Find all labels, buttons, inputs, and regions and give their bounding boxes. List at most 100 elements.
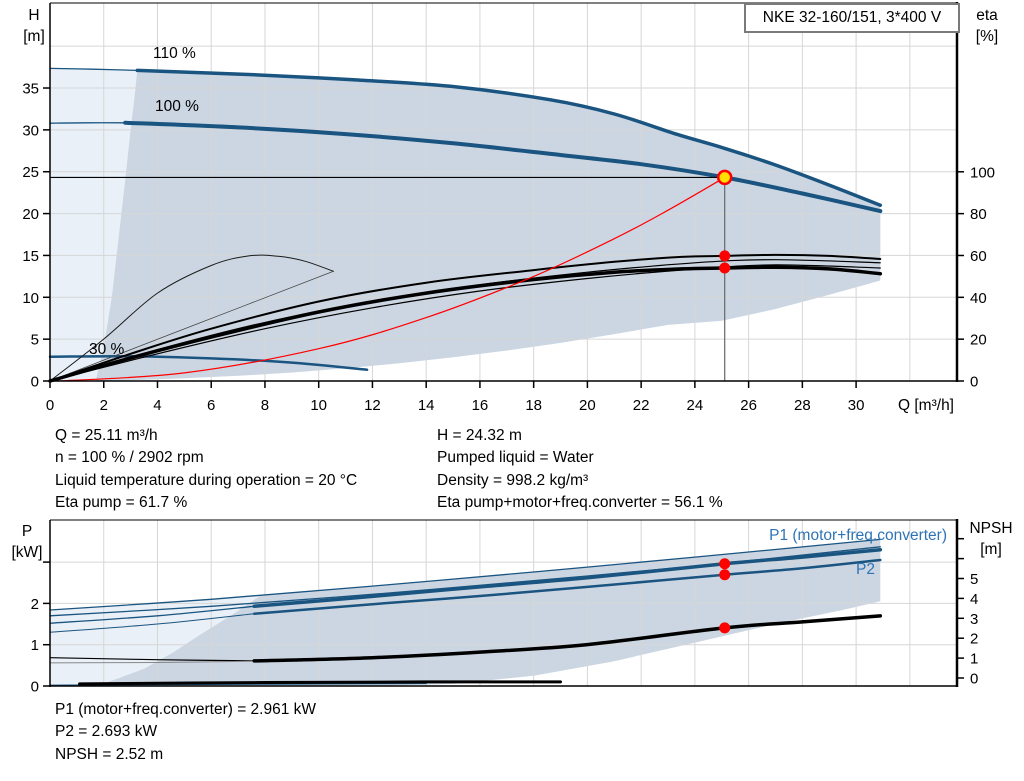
left-tick-label: 15 [22,248,39,265]
x-tick-label: 30 [848,397,865,414]
left-tick-label: 0 [31,679,39,696]
left-tick-label: 20 [22,206,39,223]
q-axis-title: Q [m³/h] [898,397,954,414]
right-tick-label: 1 [970,651,978,668]
eta-pump-point [719,250,731,262]
p-axis-title-line1: P [21,523,33,540]
x-tick-label: 28 [794,397,811,414]
left-tick-label: 0 [31,374,39,391]
x-tick-label: 0 [46,397,54,414]
right-tick-label: 100 [970,164,995,181]
info-pumped-liquid: Pumped liquid = Water [437,449,594,467]
eta-pump-curve [49,253,882,382]
power-envelope-dark [95,539,881,686]
power-info: P1 (motor+freq.converter) = 2.961 kW P2 … [55,699,316,766]
eta-total-curve [48,265,883,383]
left-tick-label: 10 [22,290,39,307]
p-axis-title: P [kW] [6,521,48,563]
info-npsh: NPSH = 2.52 m [55,745,164,763]
info-p2: P2 = 2.693 kW [55,723,158,741]
left-tick-label: 1 [31,637,39,654]
info-h: H = 24.32 m [437,427,522,444]
right-tick-label: 80 [970,206,987,223]
x-tick-label: 10 [310,397,327,414]
right-tick-label: 5 [970,571,978,588]
p2-point [719,569,731,581]
x-tick-label: 6 [207,397,215,414]
pump-title: NKE 32-160/151, 3*400 V [762,9,942,26]
npsh-axis-title: NPSH [m] [960,518,1022,560]
right-tick-label: 40 [970,290,987,307]
npsh-curve-ext-gray [49,660,255,664]
speed-100-label: 100 % [155,98,199,115]
speed-110-label: 110 % [153,45,196,62]
left-tick-label: 35 [22,81,39,98]
left-tick-label: 25 [22,164,39,181]
right-tick-label: 60 [970,248,987,265]
duty-point [716,169,733,186]
p1-point [719,558,731,570]
envelope-dark [95,70,881,382]
eta-axis-title-line1: eta [976,7,998,24]
eta-axis-title: eta [%] [962,5,1012,47]
right-tick-label: 3 [970,611,978,628]
p1-curve-label: P1 (motor+freq.converter) [769,527,947,544]
right-tick-label: 20 [970,332,987,349]
info-eta-pump: Eta pump = 61.7 % [55,493,188,511]
x-tick-label: 22 [633,397,650,414]
p1-curve [252,547,883,609]
x-tick-label: 2 [100,397,108,414]
x-tick-label: 20 [579,397,596,414]
duty-info-right: H = 24.32 m Pumped liquid = Water Densit… [437,425,723,514]
right-tick-label: 0 [970,374,978,391]
x-tick-label: 26 [740,397,757,414]
eta-bundle-2 [49,264,881,382]
info-eta-total: Eta pump+motor+freq.converter = 56.1 % [437,493,723,511]
npsh-curve [252,614,883,663]
right-tick-label: 2 [970,631,978,648]
x-tick-label: 8 [261,397,269,414]
npsh-axis-title-line1: NPSH [969,520,1013,537]
x-tick-label: 12 [364,397,381,414]
x-tick-label: 18 [525,397,542,414]
x-tick-label: 14 [418,397,435,414]
curve-100 [123,120,883,214]
p-30-curve [78,680,562,686]
p1-curve-ext [49,605,255,624]
info-density: Density = 998.2 kg/m³ [437,471,589,489]
curve-110-ext [49,67,138,72]
eta-total-point [719,262,731,274]
npsh-point [719,622,731,634]
p2-curve [252,558,882,615]
h-axis-title: H [m] [16,5,52,47]
p1-110-curve [49,538,881,611]
x-tick-label: 16 [472,397,489,414]
x-tick-label: 4 [153,397,161,414]
npsh-axis-title-line2: [m] [980,541,1002,558]
left-tick-label: 5 [31,332,39,349]
p2-curve-label: P2 [856,561,875,578]
duty-info-left: Q = 25.11 m³/h n = 100 % / 2902 rpm Liqu… [55,425,357,514]
curve-30 [48,354,369,371]
eta-axis-title-line2: [%] [975,28,999,45]
pump-title-box: NKE 32-160/151, 3*400 V [744,3,960,33]
h-axis-title-line1: H [28,7,40,24]
eta-arc-thin [49,254,334,382]
eta-chord-thin [49,270,334,382]
p2-curve-ext [49,613,255,633]
h-axis-title-line2: [m] [23,28,45,45]
info-liquid-temp: Liquid temperature during operation = 20… [55,471,358,489]
right-tick-label: 0 [970,671,978,688]
info-speed: n = 100 % / 2902 rpm [55,449,204,467]
x-tick-label: 24 [687,397,704,414]
p-axis-title-line2: [kW] [11,544,43,561]
speed-30-label: 30 % [89,341,125,358]
info-q: Q = 25.11 m³/h [55,427,158,444]
left-tick-label: 30 [22,122,39,139]
info-p1: P1 (motor+freq.converter) = 2.961 kW [55,701,317,718]
left-tick-label: 2 [31,596,39,613]
curve-110 [135,68,883,207]
system-curve [57,176,726,382]
